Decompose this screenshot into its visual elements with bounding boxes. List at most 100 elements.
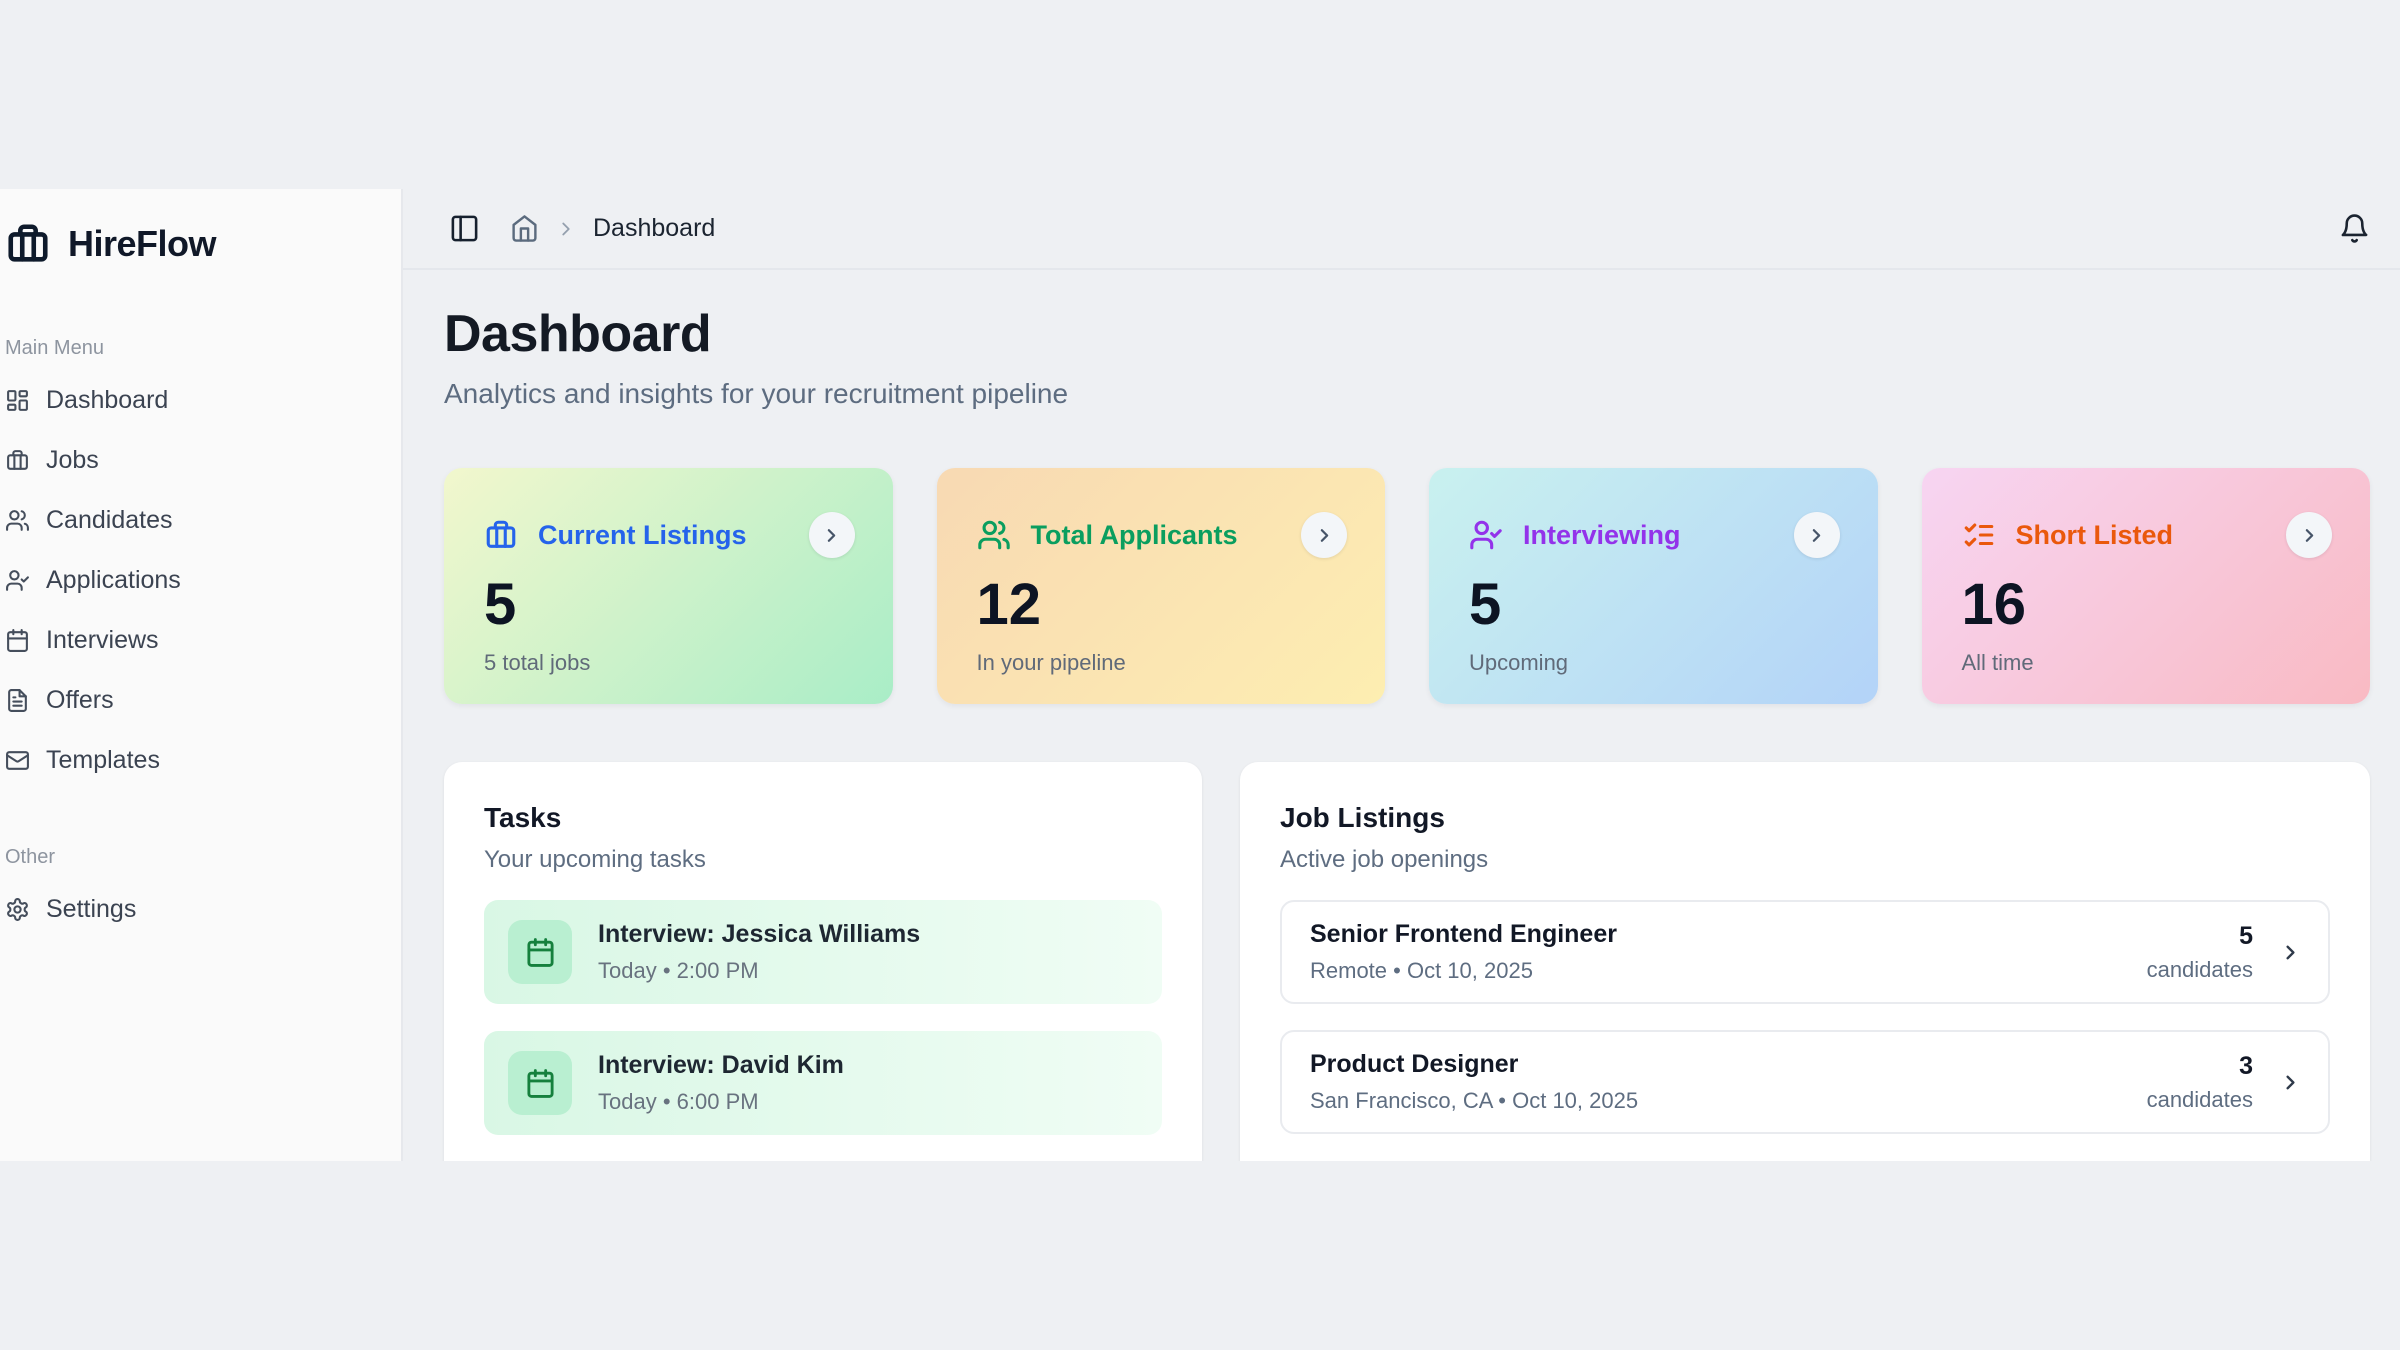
sidebar-item-candidates[interactable]: Candidates (5, 490, 385, 550)
stat-caption: In your pipeline (976, 650, 1126, 675)
settings-icon (7, 897, 28, 921)
notifications-button[interactable] (2339, 213, 2370, 244)
stat-open-button[interactable] (1301, 512, 1347, 558)
job-row[interactable]: Senior Frontend Engineer Remote • Oct 10… (1280, 900, 2330, 1004)
stat-value: 12 (976, 572, 1042, 637)
calendar-icon (526, 937, 554, 967)
job-meta: Remote • Oct 10, 2025 (1310, 958, 1533, 983)
sidebar-item-templates[interactable]: Templates (5, 730, 385, 790)
job-info: Product Designer San Francisco, CA • Oct… (1310, 1050, 2147, 1114)
brand: HireFlow (5, 219, 385, 269)
task-time: Today • 6:00 PM (598, 1089, 759, 1114)
stat-open-button[interactable] (2286, 512, 2332, 558)
sidebar-toggle-button[interactable] (449, 213, 480, 244)
job-listings-panel: Job Listings Active job openings Senior … (1240, 762, 2370, 1161)
sidebar-item-offers[interactable]: Offers (5, 670, 385, 730)
page-title: Dashboard (444, 305, 712, 363)
stat-caption: Upcoming (1469, 650, 1569, 675)
stats-row: Current Listings 5 5 total jobs Total Ap… (444, 468, 2370, 704)
job-candidates-label: candidates (2146, 1086, 2253, 1112)
list-checks-icon (1964, 523, 1993, 547)
job-listings-subtitle: Active job openings (1280, 846, 1489, 873)
stat-head: Interviewing (1469, 518, 1838, 552)
stat-card-interviewing[interactable]: Interviewing 5 Upcoming (1429, 468, 1878, 704)
breadcrumb-current[interactable]: Dashboard (593, 214, 716, 242)
sidebar-item-applications[interactable]: Applications (5, 550, 385, 610)
stat-head: Total Applicants (977, 518, 1346, 552)
tasks-title: Tasks (484, 802, 562, 833)
chevron-right-icon (539, 218, 577, 240)
job-list: Senior Frontend Engineer Remote • Oct 10… (1280, 900, 2330, 1134)
breadcrumb-home-link[interactable] (480, 214, 539, 243)
task-item[interactable]: Interview: David Kim Today • 6:00 PM (484, 1031, 1162, 1135)
job-candidates-count: 5 (2239, 921, 2253, 950)
stat-card-current-listings[interactable]: Current Listings 5 5 total jobs (444, 468, 893, 704)
stat-card-total-applicants[interactable]: Total Applicants 12 In your pipeline (936, 468, 1385, 704)
chevron-right-icon (2286, 1075, 2295, 1089)
job-title: Product Designer (1310, 1050, 1519, 1078)
sidebar-item-label: Offers (46, 685, 114, 714)
job-open-button[interactable] (2279, 1071, 2302, 1094)
task-title: Interview: Jessica Williams (598, 920, 921, 948)
stat-open-button[interactable] (808, 512, 855, 558)
job-title: Senior Frontend Engineer (1310, 920, 1617, 948)
stat-head: Current Listings (484, 518, 853, 552)
job-info: Senior Frontend Engineer Remote • Oct 10… (1310, 920, 2147, 984)
stat-label: Short Listed (2015, 519, 2174, 550)
users-icon (6, 509, 29, 531)
user-check-icon (1470, 520, 1502, 550)
app-window: HireFlow Main Menu Dashboard Jobs Candid… (0, 189, 2400, 1161)
job-listings-title: Job Listings (1280, 802, 1445, 833)
stat-value: 16 (1961, 572, 2027, 637)
sidebar-item-jobs[interactable]: Jobs (5, 430, 385, 490)
sidebar-item-label: Applications (46, 565, 181, 594)
sidebar-item-label: Candidates (46, 505, 173, 534)
stat-card-short-listed[interactable]: Short Listed 16 All time (1921, 468, 2370, 704)
sidebar: HireFlow Main Menu Dashboard Jobs Candid… (0, 189, 403, 1161)
stat-value: 5 (484, 572, 517, 637)
sidebar-item-label: Jobs (46, 445, 99, 474)
bottom-row: Tasks Your upcoming tasks Interview: Jes… (444, 762, 2370, 1161)
stat-open-button[interactable] (1793, 512, 1840, 558)
chevron-right-icon (1812, 528, 1821, 542)
briefcase-icon (486, 520, 516, 548)
sidebar-item-settings[interactable]: Settings (5, 879, 385, 939)
sidebar-item-label: Settings (46, 894, 137, 923)
user-check-icon (6, 569, 29, 591)
job-candidates: 5 candidates (2147, 922, 2253, 983)
file-text-icon (8, 688, 27, 712)
stat-label: Current Listings (538, 519, 747, 550)
chevron-right-icon (1320, 528, 1328, 542)
job-row[interactable]: Product Designer San Francisco, CA • Oct… (1280, 1030, 2330, 1134)
topbar: Dashboard (403, 189, 2400, 270)
users-icon (977, 520, 1010, 550)
brand-name: HireFlow (68, 223, 217, 264)
stat-caption: 5 total jobs (484, 650, 591, 675)
job-candidates: 3 candidates (2147, 1052, 2253, 1113)
job-open-button[interactable] (2279, 941, 2302, 964)
tasks-subtitle: Your upcoming tasks (484, 846, 706, 873)
job-candidates-count: 3 (2239, 1051, 2253, 1080)
briefcase-icon (8, 224, 48, 262)
sidebar-item-interviews[interactable]: Interviews (5, 610, 385, 670)
home-icon (512, 215, 537, 242)
sidebar-section-label-main: Main Menu (5, 337, 104, 359)
panel-left-icon (451, 215, 478, 242)
mail-icon (6, 750, 29, 770)
sidebar-item-label: Templates (46, 745, 160, 774)
task-list: Interview: Jessica Williams Today • 2:00… (484, 900, 1162, 1135)
calendar-icon (526, 1068, 554, 1098)
task-item[interactable]: Interview: Jessica Williams Today • 2:00… (484, 900, 1162, 1004)
task-icon-chip (508, 920, 572, 984)
job-meta: San Francisco, CA • Oct 10, 2025 (1310, 1088, 1639, 1113)
stat-head: Short Listed (1962, 518, 2331, 552)
sidebar-item-dashboard[interactable]: Dashboard (5, 370, 385, 430)
main-area: Dashboard Dashboard Analytics and insigh… (403, 189, 2400, 1161)
chevron-right-icon (2286, 945, 2295, 959)
layout-dashboard-icon (7, 389, 28, 411)
task-time: Today • 2:00 PM (598, 958, 759, 983)
task-text: Interview: Jessica Williams Today • 2:00… (598, 920, 920, 984)
calendar-icon (7, 628, 28, 652)
bell-icon (2341, 214, 2368, 243)
